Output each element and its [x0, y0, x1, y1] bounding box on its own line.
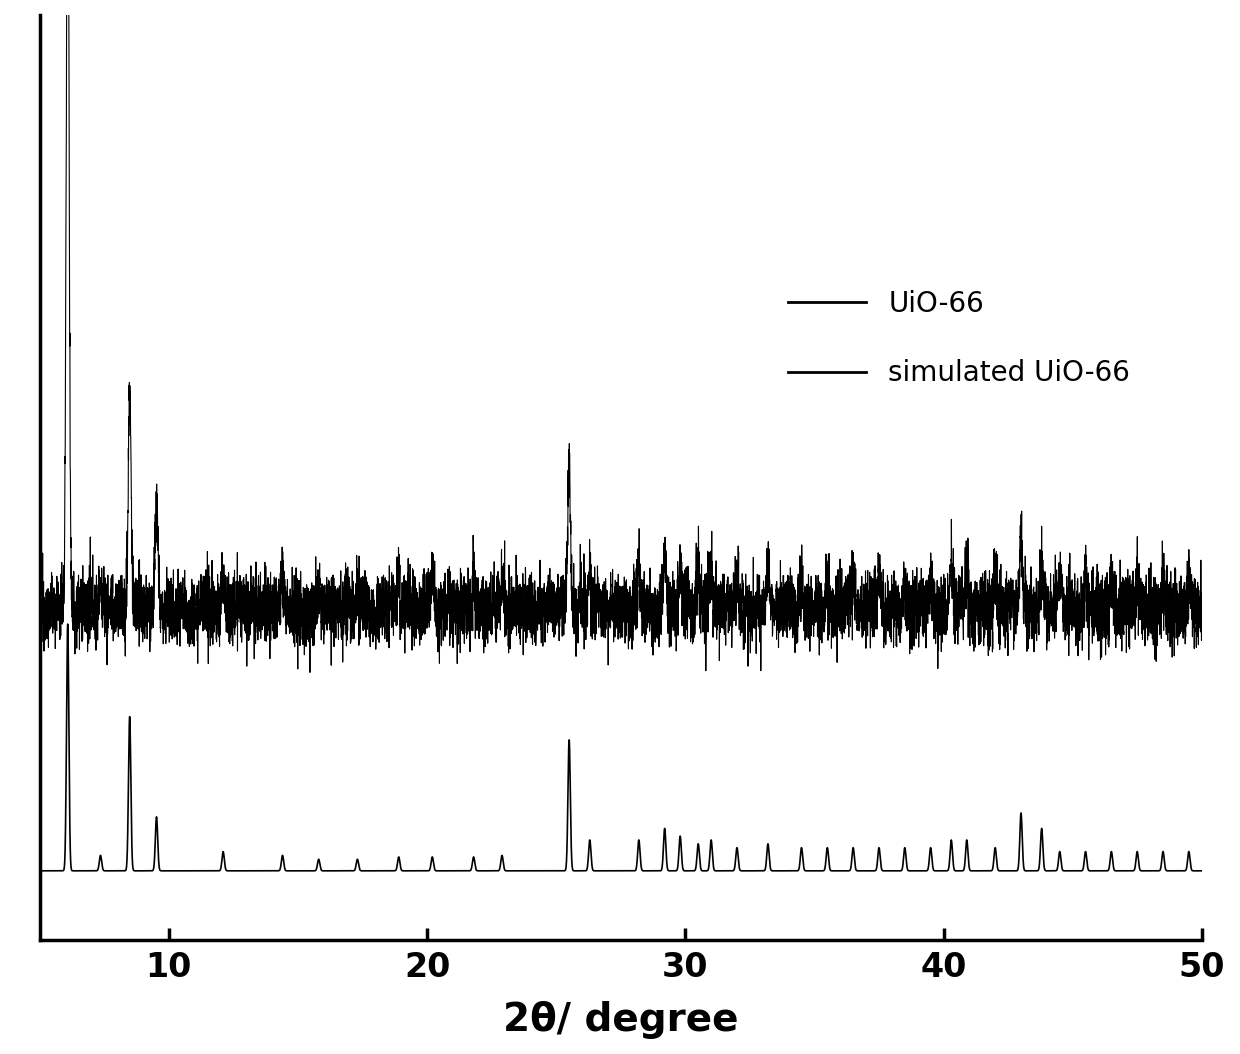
Legend: UiO-66, simulated UiO-66: UiO-66, simulated UiO-66: [777, 278, 1141, 398]
X-axis label: 2θ/ degree: 2θ/ degree: [503, 1001, 739, 1039]
